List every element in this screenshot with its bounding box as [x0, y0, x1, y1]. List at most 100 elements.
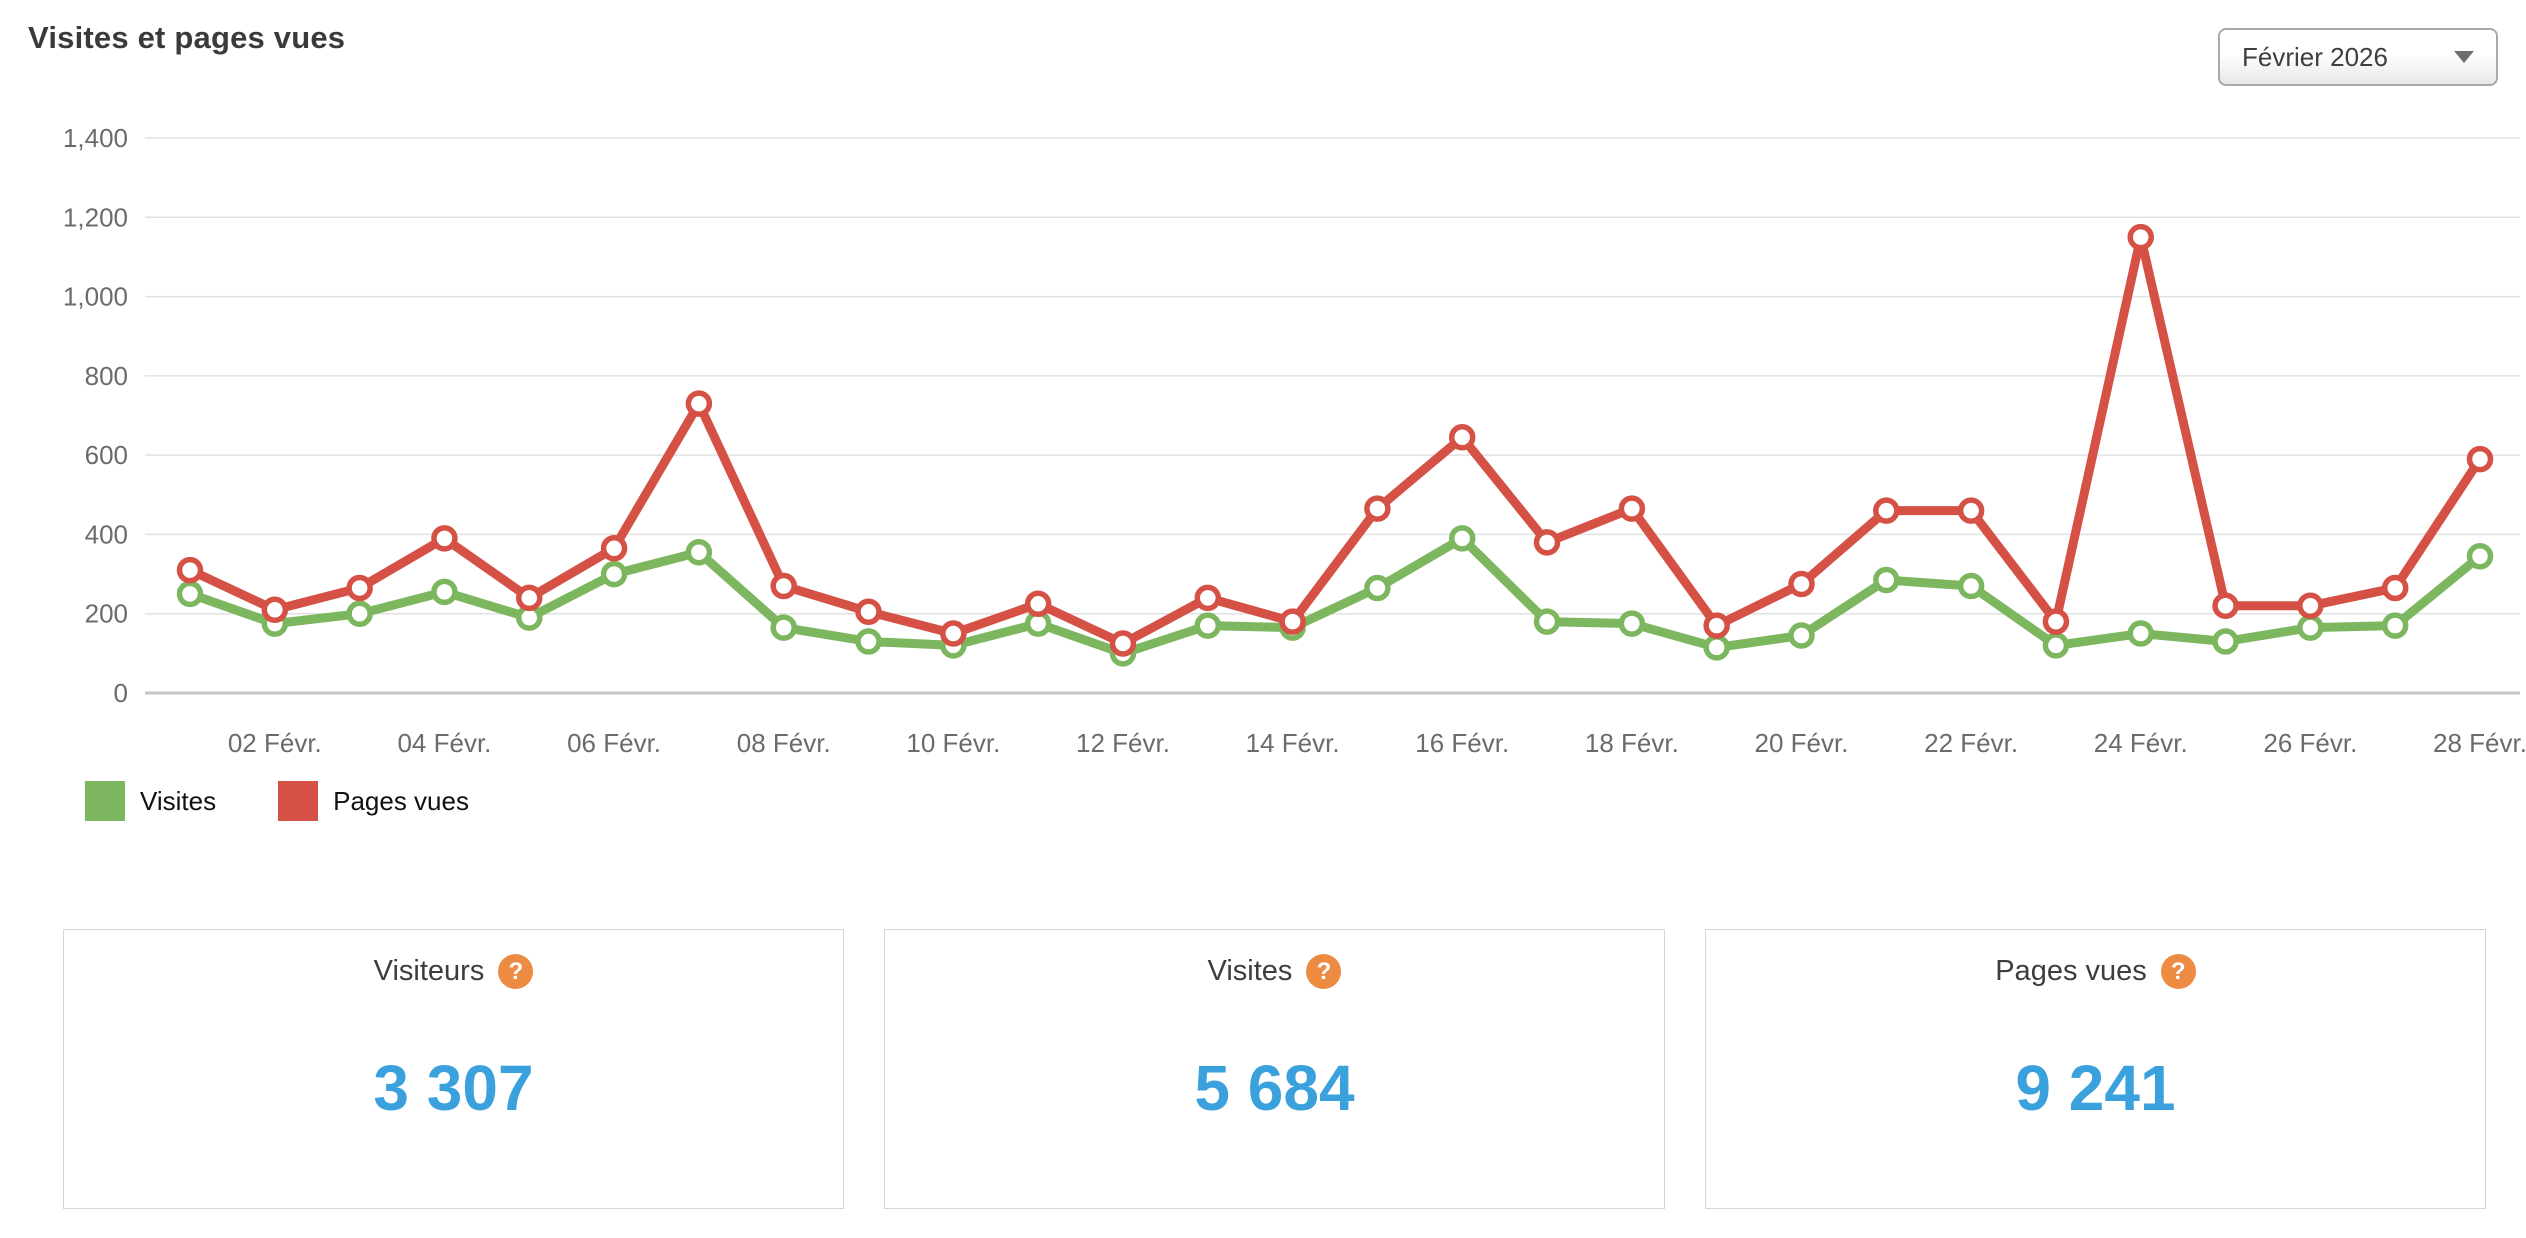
svg-text:06 Févr.: 06 Févr.	[567, 728, 661, 758]
data-point[interactable]	[600, 560, 628, 588]
data-point[interactable]	[1533, 529, 1561, 556]
data-point[interactable]	[940, 620, 967, 647]
data-point[interactable]	[1279, 608, 1306, 635]
svg-text:24 Févr.: 24 Févr.	[2094, 728, 2188, 758]
data-point[interactable]	[2466, 445, 2494, 473]
data-point[interactable]	[685, 390, 713, 417]
svg-text:04 Févr.: 04 Févr.	[397, 728, 491, 758]
chevron-down-icon	[2454, 51, 2474, 63]
legend-label: Pages vues	[333, 785, 469, 816]
svg-text:1,200: 1,200	[63, 202, 128, 232]
series-markers-pages-vues[interactable]	[176, 223, 2494, 657]
svg-text:16 Févr.: 16 Févr.	[1415, 728, 1509, 758]
data-point[interactable]	[2127, 620, 2154, 647]
svg-text:22 Févr.: 22 Févr.	[1924, 728, 2018, 758]
svg-text:0: 0	[114, 678, 128, 708]
visites-swatch	[85, 781, 125, 821]
data-point[interactable]	[1618, 610, 1646, 637]
chart-legend: Visites Pages vues	[85, 781, 469, 821]
svg-text:26 Févr.: 26 Févr.	[2263, 728, 2357, 758]
data-point[interactable]	[1957, 572, 1985, 600]
svg-text:14 Févr.: 14 Févr.	[1246, 728, 1340, 758]
data-point[interactable]	[2127, 223, 2154, 251]
page-title: Visites et pages vues	[28, 20, 346, 55]
data-point[interactable]	[1703, 612, 1730, 639]
data-point[interactable]	[261, 596, 289, 623]
data-point[interactable]	[1024, 590, 1052, 618]
svg-text:400: 400	[85, 519, 128, 549]
card-value: 9 241	[2015, 1052, 2176, 1124]
card-title: Visiteurs	[373, 955, 485, 987]
data-point[interactable]	[1957, 497, 1985, 524]
data-point[interactable]	[1618, 495, 1646, 522]
svg-text:08 Févr.: 08 Févr.	[737, 728, 831, 758]
svg-text:10 Févr.: 10 Févr.	[906, 728, 1000, 758]
data-point[interactable]	[2212, 592, 2239, 620]
data-point[interactable]	[855, 598, 882, 625]
series-line-visites	[185, 533, 2485, 658]
svg-text:200: 200	[85, 599, 128, 629]
data-point[interactable]	[685, 539, 713, 566]
svg-text:18 Févr.: 18 Févr.	[1585, 728, 1679, 758]
card-visiteurs: Visiteurs ? 3 307	[63, 929, 844, 1209]
card-title: Pages vues	[1995, 955, 2147, 987]
help-icon[interactable]: ?	[2160, 954, 2196, 989]
visits-pageviews-chart[interactable]: 0 200 400 600 800 1,000 1,200 1,400 02 Févr. 04 F…	[0, 0, 2526, 770]
data-point[interactable]	[2297, 614, 2324, 641]
stats-cards-row: Visiteurs ? 3 307 Visites ? 5 684 Pages …	[63, 929, 2486, 1209]
card-pages-vues: Pages vues ? 9 241	[1705, 929, 2486, 1209]
month-selector-value: Février 2026	[2242, 41, 2388, 72]
data-point[interactable]	[1703, 634, 1730, 661]
data-point[interactable]	[431, 525, 458, 552]
pages-vues-swatch	[278, 781, 319, 821]
data-point[interactable]	[1788, 570, 1815, 598]
data-point[interactable]	[1873, 566, 1900, 594]
data-point[interactable]	[1194, 612, 1222, 639]
svg-text:1,000: 1,000	[63, 282, 128, 312]
data-point[interactable]	[176, 556, 204, 584]
card-value: 3 307	[373, 1052, 534, 1124]
card-visites: Visites ? 5 684	[884, 929, 1665, 1209]
data-point[interactable]	[1533, 608, 1561, 635]
data-point[interactable]	[855, 628, 882, 655]
data-point[interactable]	[2466, 542, 2494, 570]
data-point[interactable]	[1364, 495, 1391, 522]
data-point[interactable]	[2297, 592, 2324, 620]
data-point[interactable]	[346, 600, 373, 627]
help-icon[interactable]: ?	[1306, 954, 1342, 989]
data-point[interactable]	[1364, 574, 1391, 602]
svg-text:02 Févr.: 02 Févr.	[228, 728, 322, 758]
card-value: 5 684	[1194, 1052, 1355, 1124]
data-point[interactable]	[1194, 584, 1222, 612]
series-line-pages-vues	[185, 232, 2485, 648]
svg-text:20 Févr.: 20 Févr.	[1755, 728, 1849, 758]
data-point[interactable]	[1448, 424, 1476, 451]
svg-text:600: 600	[85, 440, 128, 470]
data-point[interactable]	[516, 584, 543, 612]
data-point[interactable]	[2381, 612, 2409, 639]
data-point[interactable]	[2042, 608, 2070, 635]
data-point[interactable]	[2212, 628, 2239, 655]
x-axis-labels: 02 Févr. 04 Févr. 06 Févr. 08 Févr. 10 Févr.…	[228, 728, 2526, 758]
data-point[interactable]	[1788, 622, 1815, 649]
data-point[interactable]	[1448, 525, 1476, 552]
legend-label: Visites	[140, 785, 217, 816]
data-point[interactable]	[770, 572, 797, 600]
data-point[interactable]	[431, 578, 458, 606]
svg-text:28 Févr.: 28 Févr.	[2433, 728, 2526, 758]
data-point[interactable]	[770, 614, 797, 641]
data-point[interactable]	[346, 574, 373, 602]
legend-item-visites: Visites	[85, 781, 216, 821]
data-point[interactable]	[2042, 632, 2070, 659]
data-point[interactable]	[1873, 497, 1900, 524]
legend-item-pages-vues: Pages vues	[278, 781, 469, 821]
month-selector[interactable]: Février 2026	[2218, 28, 2498, 86]
data-point[interactable]	[1109, 630, 1137, 657]
y-axis-labels: 0 200 400 600 800 1,000 1,200 1,400	[63, 123, 128, 708]
data-point[interactable]	[600, 535, 628, 562]
svg-text:1,400: 1,400	[63, 123, 128, 153]
help-icon[interactable]: ?	[498, 954, 534, 989]
svg-text:800: 800	[85, 361, 128, 391]
data-point[interactable]	[176, 580, 204, 608]
data-point[interactable]	[2381, 574, 2409, 602]
